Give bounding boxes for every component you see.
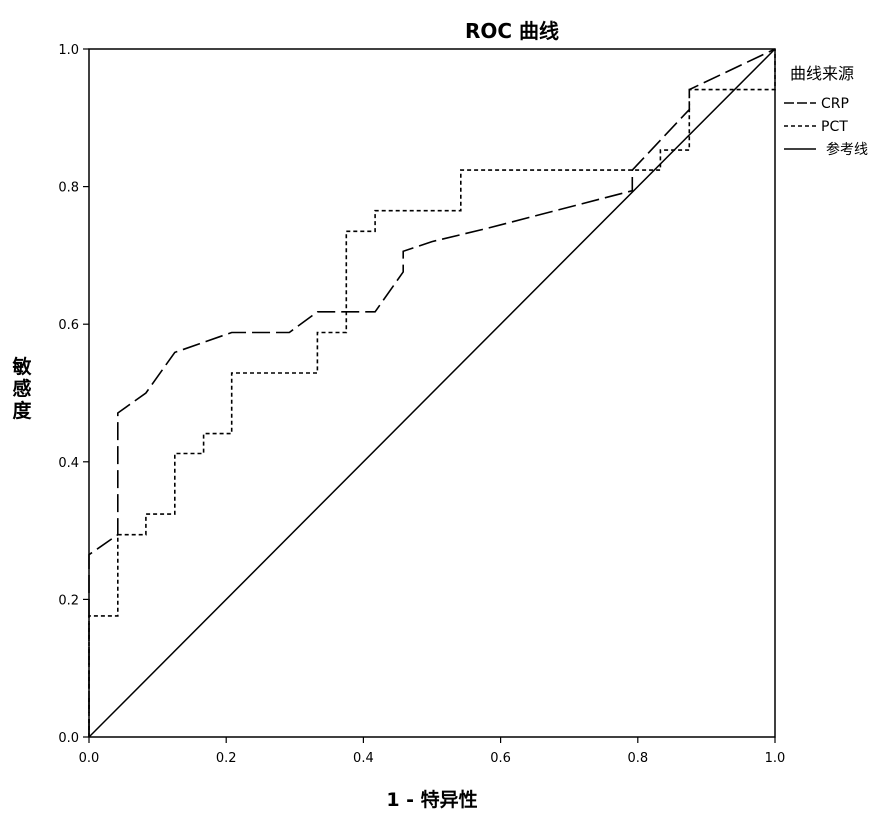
series-line-CRP xyxy=(88,48,776,737)
legend-label: 参考线 xyxy=(826,141,868,158)
x-axis-title: 1 - 特异性 xyxy=(386,788,477,811)
series-line-参考线 xyxy=(88,48,776,738)
x-tick-label: 0.2 xyxy=(216,751,237,766)
y-axis-title: 敏感度 xyxy=(11,355,32,422)
series-line-PCT xyxy=(88,49,776,737)
y-tick-label: 0.6 xyxy=(58,318,79,333)
y-tick-label: 0.2 xyxy=(58,593,79,608)
chart-title: ROC 曲线 xyxy=(465,19,559,43)
y-tick-label: 0.4 xyxy=(58,456,79,471)
legend-label: PCT xyxy=(821,119,848,135)
x-tick-label: 1.0 xyxy=(765,751,786,766)
y-tick-label: 0.0 xyxy=(58,731,79,746)
x-axis: 0.0 0.2 0.4 0.6 0.8 1.0 xyxy=(79,737,786,766)
y-tick-label: 0.8 xyxy=(58,181,79,196)
legend-label: CRP xyxy=(821,96,849,112)
x-tick-label: 0.8 xyxy=(627,751,648,766)
legend: 曲线来源 CRP PCT 参考线 xyxy=(784,64,868,158)
x-tick-label: 0.4 xyxy=(353,751,374,766)
legend-title: 曲线来源 xyxy=(790,64,854,83)
roc-lines xyxy=(88,48,776,738)
y-axis: 0.0 0.2 0.4 0.6 0.8 1.0 xyxy=(58,43,89,746)
y-tick-label: 1.0 xyxy=(58,43,79,58)
x-tick-label: 0.6 xyxy=(490,751,511,766)
x-tick-label: 0.0 xyxy=(79,751,100,766)
